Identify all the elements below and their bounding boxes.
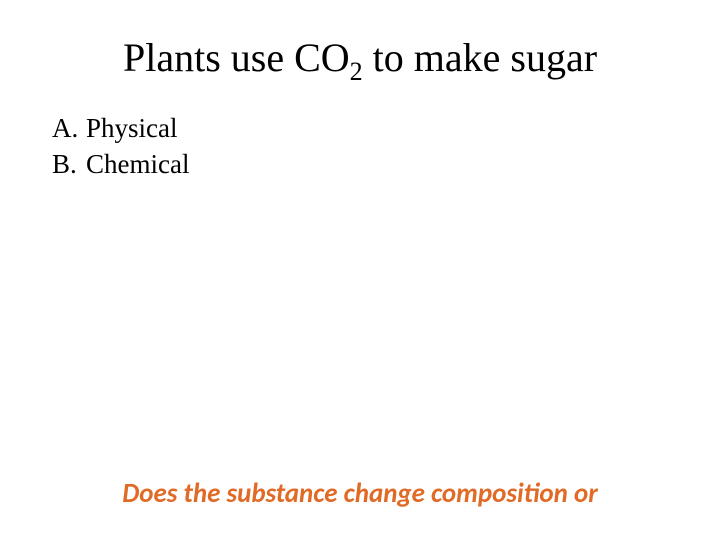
slide-title: Plants use CO2 to make sugar xyxy=(0,36,720,87)
options-list: A. Physical B. Chemical xyxy=(52,110,189,183)
option-letter: B. xyxy=(52,146,86,182)
option-label: Physical xyxy=(86,110,178,146)
title-pre: Plants use CO xyxy=(123,35,350,80)
slide: Plants use CO2 to make sugar A. Physical… xyxy=(0,0,720,540)
title-post: to make sugar xyxy=(363,35,597,80)
option-b: B. Chemical xyxy=(52,146,189,182)
prompt-text: Does the substance change composition or xyxy=(0,478,720,509)
option-letter: A. xyxy=(52,110,86,146)
option-a: A. Physical xyxy=(52,110,189,146)
title-subscript: 2 xyxy=(350,57,363,86)
option-label: Chemical xyxy=(86,146,189,182)
